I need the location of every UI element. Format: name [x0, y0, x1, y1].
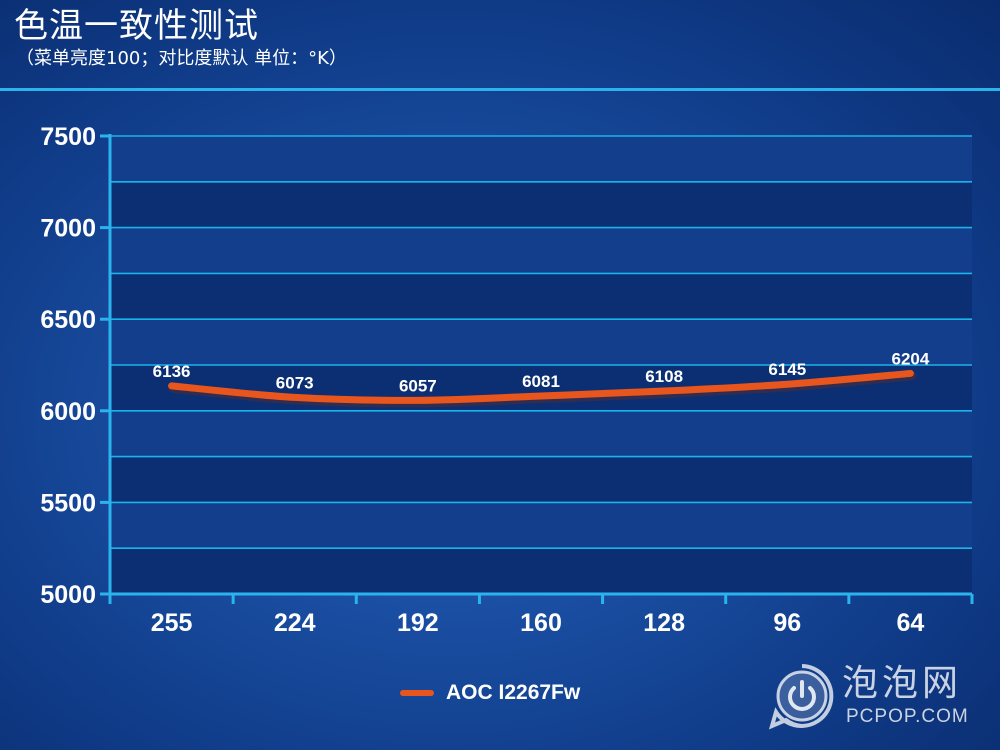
x-tick-label: 128: [643, 609, 685, 637]
header: 色温一致性测试 （菜单亮度100；对比度默认 单位：°K）: [14, 4, 347, 70]
watermark: 泡泡网 PCPOP.COM: [768, 662, 990, 732]
y-tick-label: 6000: [40, 398, 96, 426]
power-icon: [768, 664, 834, 730]
y-tick-label: 7500: [40, 123, 96, 151]
x-tick-label: 255: [151, 609, 193, 637]
x-tick-label: 160: [520, 609, 562, 637]
page-title: 色温一致性测试: [14, 6, 259, 46]
x-tick-label: 224: [274, 609, 316, 637]
plot-band: [110, 136, 972, 182]
header-divider: [0, 88, 1000, 91]
data-label: 6081: [522, 372, 560, 391]
legend-swatch: [400, 690, 434, 696]
x-tick-label: 192: [397, 609, 439, 637]
y-tick-label: 6500: [40, 306, 96, 334]
data-label: 6204: [892, 349, 930, 368]
y-tick-label: 5500: [40, 489, 96, 517]
data-label: 6073: [276, 373, 314, 392]
plot-band: [110, 548, 972, 594]
data-label: 6057: [399, 376, 437, 395]
legend-label: AOC I2267Fw: [446, 681, 581, 704]
plot-band: [110, 273, 972, 320]
chart-legend: AOC I2267Fw: [400, 681, 580, 705]
plot-band: [110, 502, 972, 549]
y-tick-label: 5000: [40, 581, 96, 609]
watermark-text-en: PCPOP.COM: [846, 706, 969, 727]
plot-band: [110, 319, 972, 365]
series-line: [168, 369, 914, 404]
data-label: 6136: [153, 362, 191, 381]
page-subtitle: （菜单亮度100；对比度默认 单位：°K）: [16, 48, 347, 69]
plot-band: [110, 410, 972, 457]
x-tick-label: 96: [773, 609, 801, 637]
plot-band: [110, 181, 972, 228]
data-label: 6108: [645, 367, 683, 386]
plot-band: [110, 227, 972, 274]
plot-band: [110, 365, 972, 411]
plot-band: [110, 456, 972, 503]
y-tick-label: 7000: [40, 215, 96, 243]
data-label: 6145: [768, 360, 806, 379]
x-tick-label: 64: [897, 609, 925, 637]
watermark-text-cn: 泡泡网: [842, 663, 963, 704]
